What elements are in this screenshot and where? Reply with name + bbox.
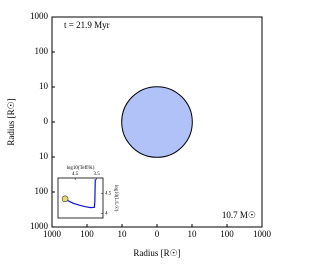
y-tick-label: 10 — [39, 151, 49, 161]
x-tick-label: 0 — [155, 229, 160, 239]
x-tick-label: 100 — [220, 229, 234, 239]
x-tick-label: 1000 — [43, 229, 62, 239]
inset-x-tick-label: 3.5 — [93, 172, 100, 177]
inset-x-tick-label: 4.5 — [72, 172, 79, 177]
y-tick-label: 1000 — [30, 11, 49, 21]
inset-y-tick-label: 4.5 — [105, 191, 112, 196]
star — [121, 86, 193, 158]
y-tick-label: 10 — [39, 81, 49, 91]
inset-x-label: log10(Teff/K) — [67, 166, 95, 171]
y-tick-label: 100 — [35, 46, 49, 56]
y-axis-label: Radius [R☉] — [6, 98, 16, 145]
y-tick-label: 0 — [44, 116, 49, 126]
y-tick-label: 1000 — [30, 221, 49, 231]
track-line — [64, 179, 96, 209]
x-tick-label: 1000 — [253, 229, 272, 239]
time-label: t = 21.9 Myr — [64, 20, 110, 30]
x-tick-label: 10 — [118, 229, 128, 239]
current-point — [61, 195, 69, 203]
inset-y-label: log10(L/L☉) — [113, 185, 119, 212]
x-tick-label: 100 — [80, 229, 94, 239]
x-axis-label: Radius [R☉] — [133, 248, 180, 258]
mass-label: 10.7 M☉ — [222, 210, 256, 220]
chart: t = 21.9 Myr 10.7 M☉ Radius [R☉] Radius … — [6, 11, 272, 258]
y-tick-label: 100 — [35, 186, 49, 196]
inset-y-tick-label: 4 — [105, 211, 108, 216]
x-tick-label: 10 — [188, 229, 198, 239]
